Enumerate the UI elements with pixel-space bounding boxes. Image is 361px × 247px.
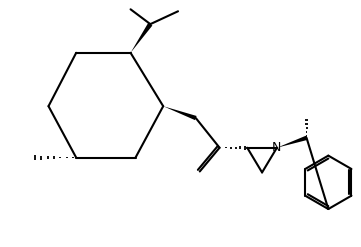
Text: N: N bbox=[272, 141, 282, 154]
Polygon shape bbox=[277, 136, 307, 148]
Polygon shape bbox=[131, 23, 152, 53]
Polygon shape bbox=[163, 106, 197, 120]
